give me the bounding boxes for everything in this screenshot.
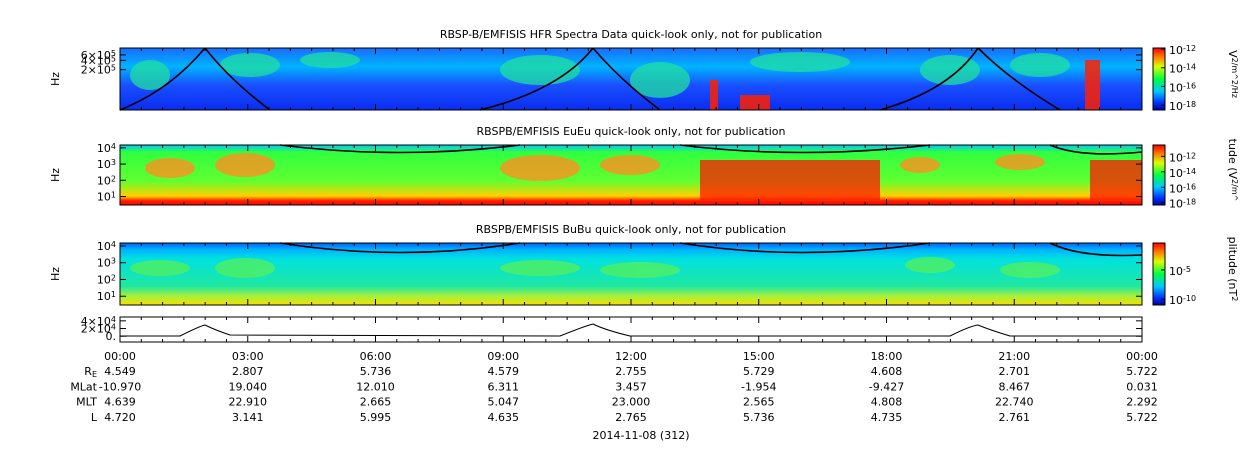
y-tick-label: 104 (97, 142, 116, 155)
ephemeris-value: 23.000 (612, 396, 651, 409)
ephemeris-value: 4.720 (104, 411, 136, 424)
colorbar-tick-label: 10-18 (1169, 197, 1196, 210)
panel-title: RBSP-B/EMFISIS HFR Spectra Data quick-lo… (440, 28, 822, 41)
y-tick-label: 102 (97, 273, 116, 286)
date-label: 2014-11-08 (312) (592, 429, 689, 442)
y-tick-label: 101 (97, 290, 116, 303)
ephemeris-value: 19.040 (229, 380, 268, 393)
y-tick-label: 104 (97, 240, 116, 253)
ephemeris-label: MLT (76, 396, 97, 409)
x-tick-label: 06:00 (360, 350, 392, 363)
ephemeris-value: 5.047 (488, 396, 520, 409)
x-tick-label: 21:00 (998, 350, 1030, 363)
ephemeris-value: 5.736 (360, 365, 392, 378)
ephemeris-value: 0.031 (1126, 380, 1158, 393)
ephemeris-value: -9.427 (869, 380, 904, 393)
ephemeris-value: 5.722 (1126, 365, 1158, 378)
colorbar-tick-label: 10-14 (1169, 167, 1196, 180)
ephemeris-value: 5.722 (1126, 411, 1158, 424)
ephemeris-value: 5.995 (360, 411, 392, 424)
ephemeris-value: 2.765 (615, 411, 647, 424)
ephemeris-label: MLat (70, 380, 97, 393)
y-tick-label: 0. (106, 330, 117, 343)
x-tick-label: 15:00 (743, 350, 775, 363)
colorbar-tick-label: 10-5 (1169, 265, 1191, 278)
colorbar-tick-label: 10-16 (1169, 81, 1196, 94)
y-axis-label: Hz (49, 168, 62, 182)
ephemeris-value: 22.910 (229, 396, 268, 409)
colorbar-tick-label: 10-16 (1169, 182, 1196, 195)
ephemeris-value: 4.639 (104, 396, 136, 409)
y-tick-label: 102 (97, 174, 116, 187)
y-tick-label: 2×105 (81, 63, 116, 76)
colorbar (1152, 47, 1166, 111)
ephemeris-value: 2.761 (999, 411, 1031, 424)
colorbar-tick-label: 10-10 (1169, 294, 1196, 307)
ephemeris-value: -10.970 (99, 380, 141, 393)
colorbar-tick-label: 10-14 (1169, 62, 1196, 75)
ephemeris-value: 12.010 (356, 380, 395, 393)
y-tick-label: 2×104 (81, 322, 116, 335)
ephemeris-value: 4.735 (871, 411, 903, 424)
colorbar-label: tude (V2/m^ (1226, 139, 1239, 202)
ephemeris-label: RE (84, 365, 97, 379)
colorbar-label: plitude (nT2 (1226, 237, 1239, 302)
panel-title: RBSPB/EMFISIS BuBu quick-look only, not … (476, 223, 786, 236)
ephemeris-value: 8.467 (999, 380, 1031, 393)
x-tick-label: 03:00 (232, 350, 264, 363)
ephemeris-value: 4.808 (871, 396, 903, 409)
colorbar-tick-label: 10-12 (1169, 44, 1196, 57)
x-tick-label: 00:00 (104, 350, 136, 363)
ephemeris-value: -1.954 (741, 380, 776, 393)
ephemeris-value: 22.740 (995, 396, 1034, 409)
ephemeris-value: 2.701 (999, 365, 1031, 378)
colorbar-label: V2/m^2/Hz (1226, 50, 1239, 98)
colorbar (1152, 242, 1166, 306)
ephemeris-value: 3.457 (615, 380, 647, 393)
x-tick-label: 00:00 (1126, 350, 1158, 363)
ephemeris-value: 3.141 (232, 411, 264, 424)
y-axis-label: Hz (49, 267, 62, 281)
y-tick-label: 4×105 (81, 54, 116, 67)
x-tick-label: 12:00 (615, 350, 647, 363)
ephemeris-value: 2.665 (360, 396, 392, 409)
colorbar (1152, 144, 1166, 206)
y-tick-label: 6×105 (81, 49, 116, 62)
ephemeris-value: 5.729 (743, 365, 775, 378)
ephemeris-value: 4.608 (871, 365, 903, 378)
x-tick-label: 18:00 (871, 350, 903, 363)
colorbar-tick-label: 10-12 (1169, 151, 1196, 164)
y-tick-label: 103 (97, 158, 116, 171)
panel-title: RBSPB/EMFISIS EuEu quick-look only, not … (476, 125, 785, 138)
ephemeris-label: L (91, 411, 98, 424)
ephemeris-value: 5.736 (743, 411, 775, 424)
ephemeris-value: 2.565 (743, 396, 775, 409)
ephemeris-value: 4.635 (488, 411, 520, 424)
y-tick-label: 101 (97, 190, 116, 203)
ephemeris-value: 2.807 (232, 365, 264, 378)
ephemeris-value: 4.579 (488, 365, 520, 378)
ephemeris-value: 6.311 (488, 380, 520, 393)
x-tick-label: 09:00 (487, 350, 519, 363)
y-tick-label: 103 (97, 256, 116, 269)
ephemeris-value: 2.755 (615, 365, 647, 378)
ephemeris-value: 4.549 (104, 365, 136, 378)
colorbar-tick-label: 10-18 (1169, 100, 1196, 113)
y-axis-label: Hz (49, 72, 62, 86)
spectrogram-imagery (119, 47, 1143, 337)
y-tick-label: 4×104 (81, 315, 116, 328)
ephemeris-value: 2.292 (1126, 396, 1158, 409)
